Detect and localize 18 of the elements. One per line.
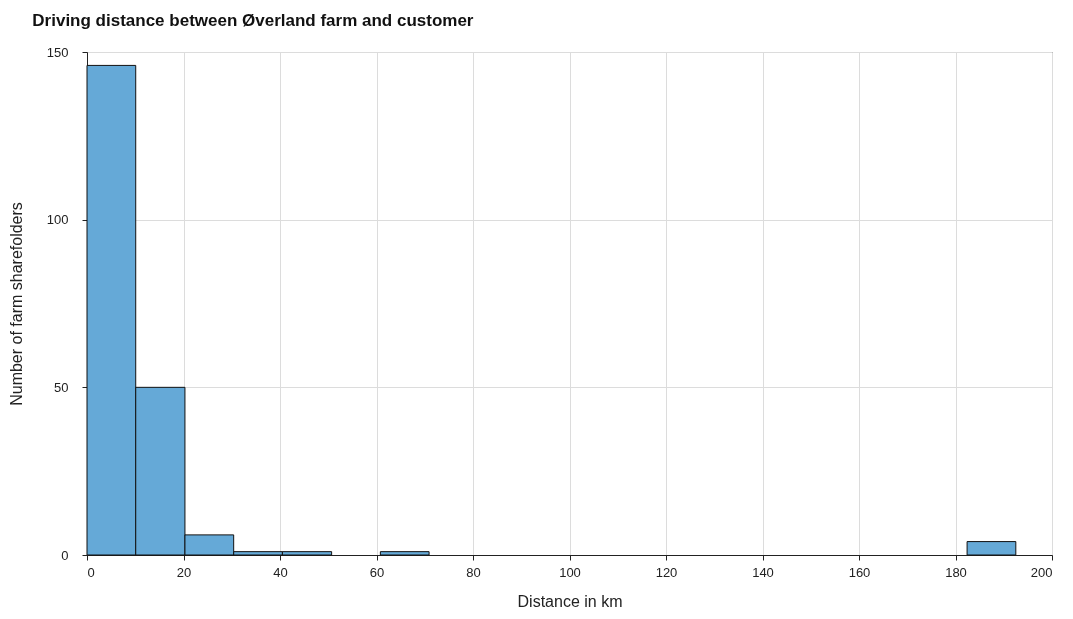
x-axis-title: Distance in km <box>517 592 623 610</box>
y-tick-label: 50 <box>54 379 69 395</box>
x-tick-label: 180 <box>945 564 967 580</box>
y-tick-label: 0 <box>61 547 69 563</box>
x-tick-label: 140 <box>752 564 774 580</box>
x-tick-label: 200 <box>1030 564 1053 580</box>
x-tick-label: 160 <box>848 564 871 580</box>
x-tick-label: 100 <box>559 564 581 580</box>
y-tick-label: 100 <box>46 212 69 228</box>
x-tick-label: 20 <box>176 564 192 580</box>
x-tick-label: 60 <box>369 564 385 580</box>
x-tick-label: 0 <box>87 564 95 580</box>
x-tick-label: 40 <box>273 564 288 580</box>
y-tick-label: 150 <box>46 44 69 60</box>
y-axis-title: Number of farm sharefolders <box>7 202 25 406</box>
x-tick-label: 80 <box>466 564 481 580</box>
x-tick-label: 120 <box>655 564 678 580</box>
chart-title: Driving distance between Øverland farm and customer <box>32 11 474 30</box>
